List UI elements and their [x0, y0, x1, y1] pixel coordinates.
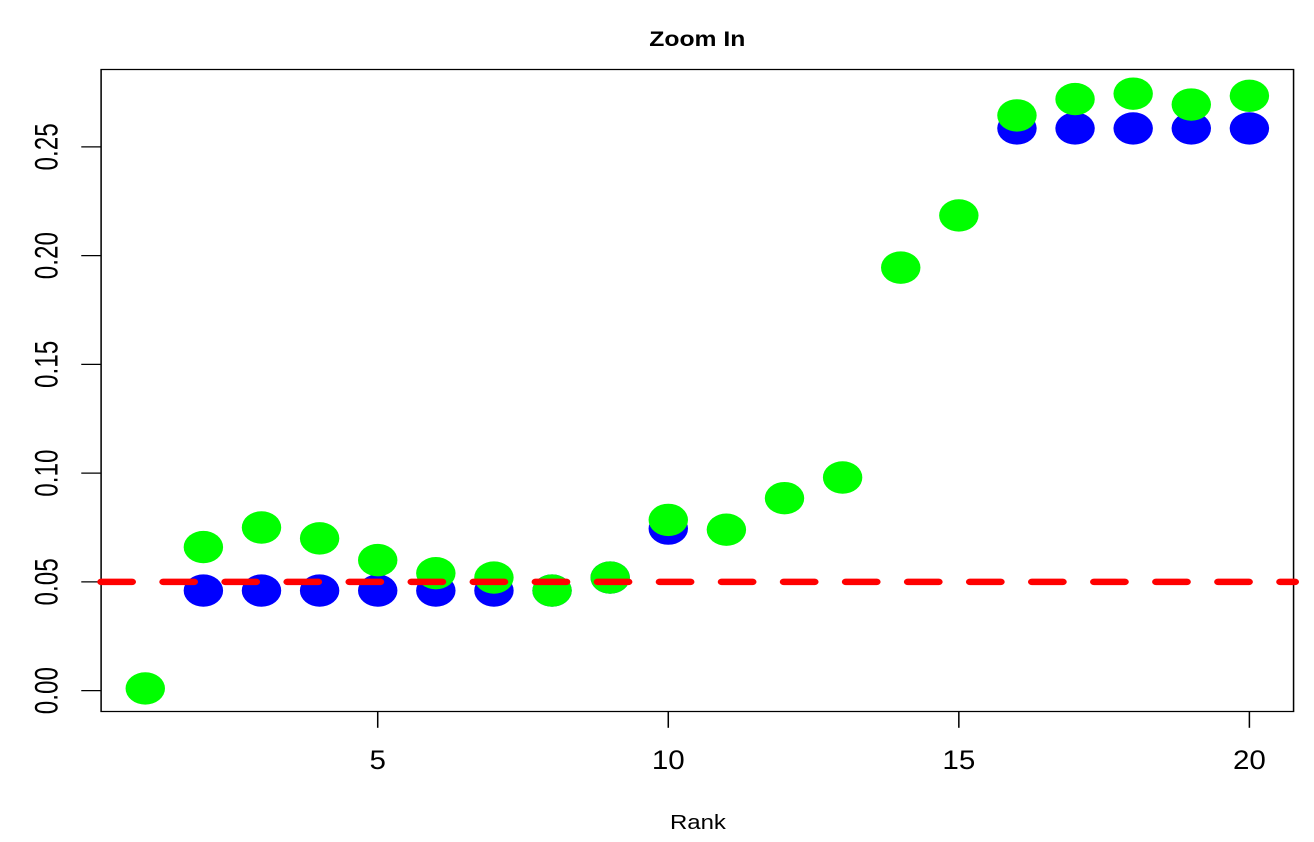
- x-axis-label: Rank: [670, 811, 727, 833]
- green-point-rank-5: [358, 543, 398, 577]
- green-point-rank-9: [590, 561, 630, 594]
- green-point-rank-4: [299, 522, 340, 555]
- green-point-rank-15: [939, 199, 979, 232]
- green-point-rank-17: [1055, 82, 1095, 116]
- green-point-rank-3: [241, 511, 282, 544]
- y-axis-tick-label: 0.05: [29, 558, 65, 605]
- green-point-rank-12: [764, 481, 805, 515]
- x-axis-tick-label: 20: [1233, 746, 1266, 776]
- blue-point-rank-18: [1113, 112, 1153, 145]
- green-point-rank-14: [881, 251, 921, 284]
- green-point-rank-20: [1229, 79, 1270, 113]
- green-point-rank-10: [648, 503, 688, 537]
- green-point-rank-7: [474, 561, 514, 594]
- green-point-rank-18: [1113, 77, 1153, 110]
- plot-box: [100, 68, 1295, 713]
- x-axis-tick-label: 10: [652, 746, 685, 776]
- x-axis-tick-label: 15: [942, 746, 975, 776]
- green-point-rank-13: [822, 461, 863, 494]
- y-axis-tick-label: 0.00: [29, 667, 65, 714]
- blue-point-rank-19: [1171, 112, 1211, 145]
- green-point-rank-19: [1171, 88, 1211, 121]
- y-axis-tick-label: 0.20: [29, 232, 65, 279]
- green-point-rank-16: [997, 99, 1037, 132]
- y-axis-tick-label: 0.10: [29, 450, 65, 497]
- y-axis-tick-label: 0.25: [29, 123, 65, 170]
- chart-title: Zoom In: [649, 27, 745, 51]
- y-axis-tick-label: 0.15: [29, 341, 65, 388]
- blue-point-rank-17: [1055, 112, 1095, 145]
- blue-point-rank-20: [1229, 112, 1270, 145]
- x-axis-tick-label: 5: [370, 746, 386, 776]
- green-point-rank-11: [706, 513, 747, 546]
- green-point-rank-1: [125, 672, 165, 705]
- green-point-rank-2: [183, 530, 224, 564]
